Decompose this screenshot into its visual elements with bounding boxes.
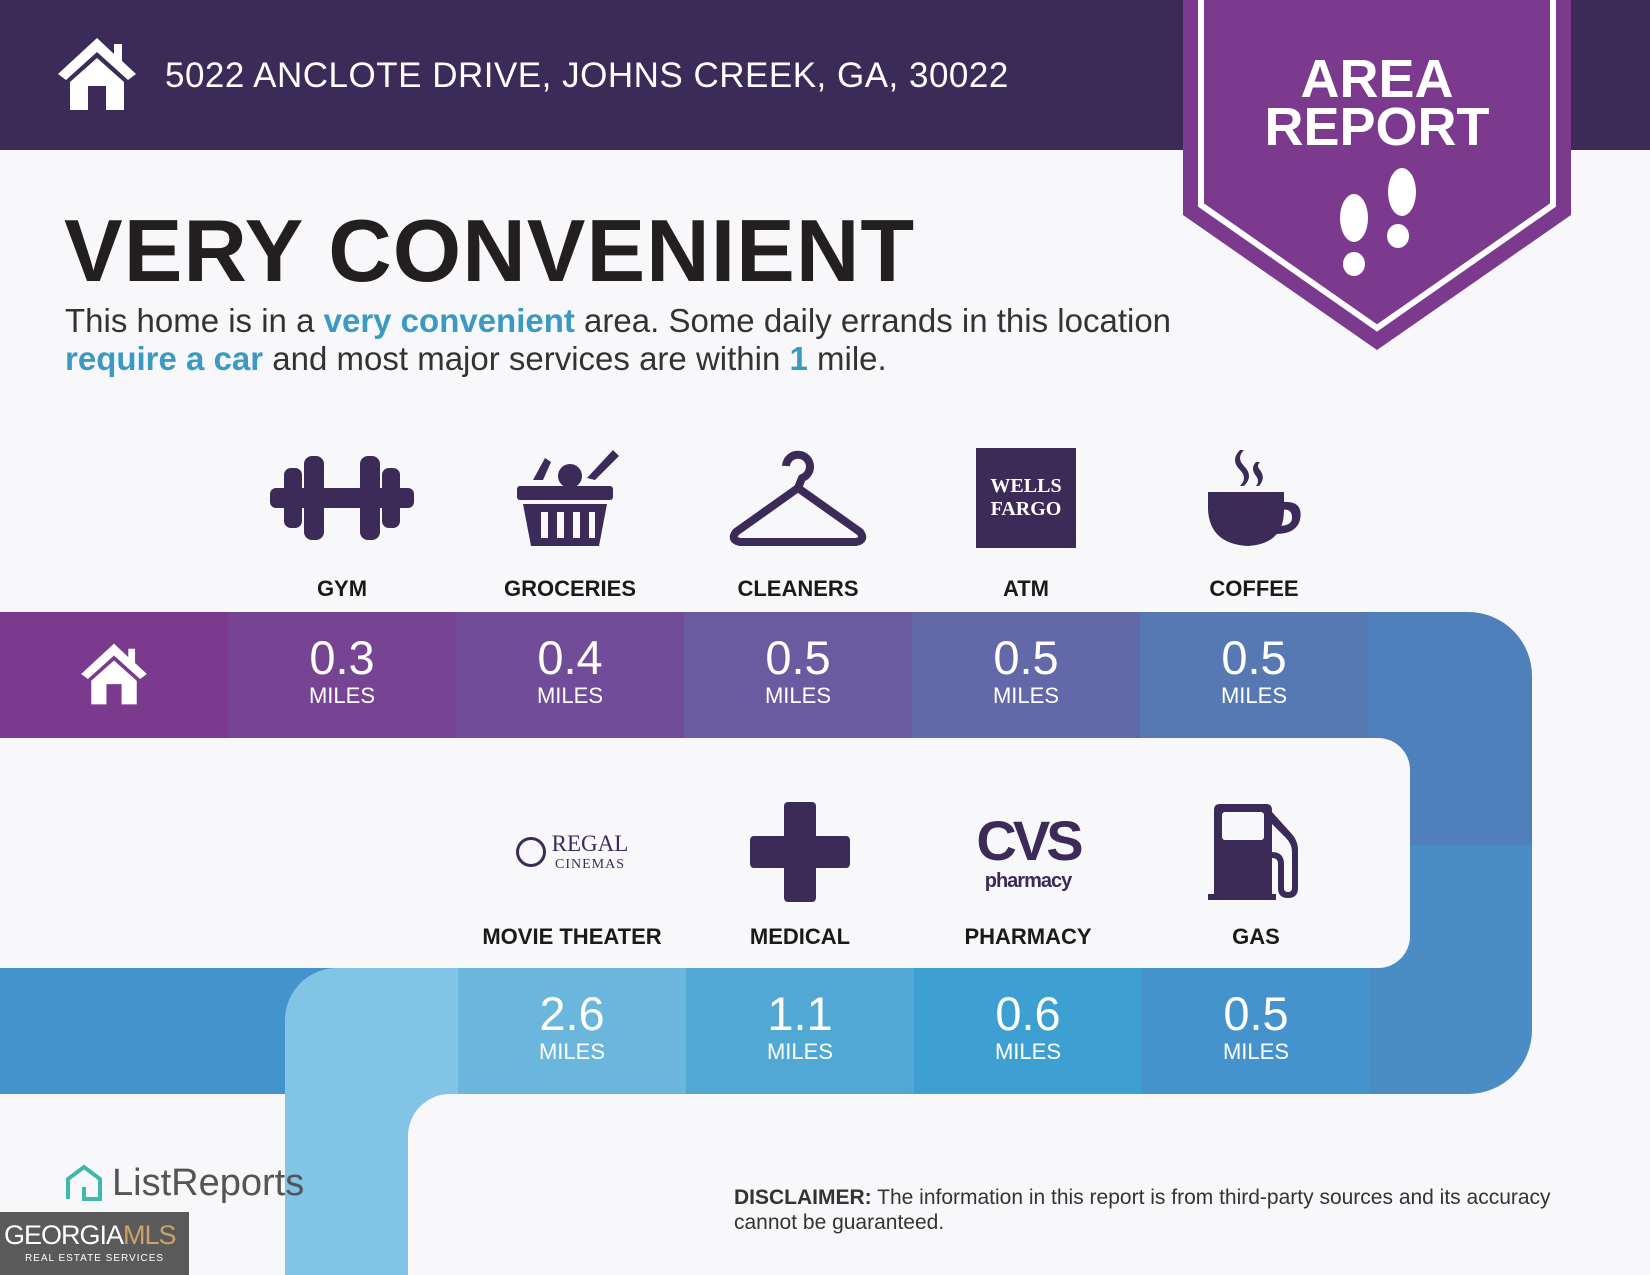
home-icon	[81, 643, 147, 705]
logo-text: CVS	[976, 809, 1083, 872]
gas-pump-icon	[1208, 804, 1298, 900]
gym-item: GYM	[228, 448, 456, 602]
distance-unit: MILES	[766, 1039, 834, 1064]
listreports-logo: ListReports	[64, 1160, 304, 1206]
cleaners-distance: 0.5 MILES	[684, 612, 912, 738]
summary-part: area. Some daily errands in this locatio…	[574, 302, 1172, 339]
pharmacy-distance: 0.6 MILES	[914, 968, 1142, 1094]
medical-distance: 1.1 MILES	[686, 968, 914, 1094]
listreports-text: ListReports	[112, 1162, 305, 1204]
movie-theater-item: REGAL CINEMAS MOVIE THEATER	[458, 802, 686, 950]
coffee-label: COFFEE	[1209, 576, 1299, 601]
disclaimer: DISCLAIMER: The information in this repo…	[734, 1185, 1594, 1235]
summary-highlight: require a car	[65, 340, 264, 377]
distance-value: 0.5	[1223, 987, 1289, 1040]
gas-distance: 0.5 MILES	[1142, 968, 1370, 1094]
listreports-house-icon	[66, 1164, 102, 1201]
route-right-curve	[1368, 612, 1532, 1094]
summary-highlight: 1	[789, 340, 808, 377]
distance-value: 1.1	[767, 987, 833, 1040]
logo-text: MLS	[123, 1220, 177, 1250]
logo-text: REGAL	[551, 830, 629, 856]
coffee-distance: 0.5 MILES	[1140, 612, 1368, 738]
summary-highlight: very convenient	[323, 302, 575, 339]
pharmacy-label: PHARMACY	[964, 924, 1092, 949]
gym-distance: 0.3 MILES	[228, 612, 456, 738]
atm-item: WELLS FARGO ATM	[912, 448, 1140, 602]
property-address: 5022 ANCLOTE DRIVE, JOHNS CREEK, GA, 300…	[165, 56, 1009, 95]
distance-unit: MILES	[536, 683, 604, 708]
logo-text: pharmacy	[984, 870, 1073, 892]
movie-theater-distance: 2.6 MILES	[458, 968, 686, 1094]
page-title: VERY CONVENIENT	[64, 201, 916, 300]
gym-label: GYM	[316, 576, 368, 601]
bottom-panel	[408, 1094, 1650, 1275]
cvs-pharmacy-logo: CVS pharmacy	[976, 809, 1083, 893]
medical-cross-icon	[750, 802, 850, 902]
route-start-cell	[0, 612, 228, 738]
banner-line-2: REPORT	[1264, 97, 1490, 157]
regal-cinemas-logo: REGAL CINEMAS	[515, 830, 629, 873]
distance-unit: MILES	[1220, 683, 1288, 708]
georgia-mls-logo: GEORGIAMLS REAL ESTATE SERVICES	[0, 1212, 189, 1275]
atm-label: ATM	[1002, 576, 1050, 601]
logo-text: CINEMAS	[554, 856, 625, 872]
disclaimer-text: The information in this report is from t…	[734, 1186, 1551, 1234]
distance-unit: MILES	[308, 683, 376, 708]
bottom-row-distances: 2.6 MILES 1.1 MILES 0.6 MILES 0.5 MILES	[458, 968, 1370, 1094]
summary-part: and most major services are within	[263, 340, 790, 377]
distance-value: 0.3	[309, 631, 375, 684]
wells-fargo-logo: WELLS FARGO	[976, 448, 1076, 548]
distance-unit: MILES	[538, 1039, 606, 1064]
distance-unit: MILES	[764, 683, 832, 708]
grocery-basket-icon	[517, 450, 619, 546]
coffee-cup-icon	[1208, 450, 1301, 546]
atm-distance: 0.5 MILES	[912, 612, 1140, 738]
distance-value: 0.5	[1221, 631, 1287, 684]
home-icon	[58, 38, 136, 110]
area-report-banner	[1183, 0, 1571, 350]
logo-text: GEORGIA	[4, 1220, 124, 1250]
distance-unit: MILES	[992, 683, 1060, 708]
top-row-distances: 0.3 MILES 0.4 MILES 0.5 MILES 0.5 MILES 0.5 M…	[228, 612, 1368, 738]
summary-part: mile.	[807, 340, 887, 377]
logo-text: FARGO	[990, 498, 1062, 520]
distance-unit: MILES	[1222, 1039, 1290, 1064]
distance-value: 0.6	[995, 987, 1061, 1040]
summary-text: This home is in a very convenient area. …	[65, 302, 1215, 378]
hanger-icon	[729, 450, 867, 546]
footprints-icon	[1340, 168, 1416, 276]
distance-unit: MILES	[994, 1039, 1062, 1064]
movie-theater-label: MOVIE THEATER	[482, 924, 662, 949]
top-row-icons: GYM GROCERIES CLEANERS WELLS FARGO ATM CO…	[228, 448, 1368, 602]
groceries-label: GROCERIES	[503, 576, 637, 601]
bottom-row-icons: REGAL CINEMAS MOVIE THEATER MEDICAL CVS ph…	[458, 802, 1370, 950]
distance-value: 0.5	[765, 631, 831, 684]
gas-item: GAS	[1142, 802, 1370, 950]
banner-line-1: AREA	[1300, 49, 1454, 109]
distance-value: 0.5	[993, 631, 1059, 684]
disclaimer-label: DISCLAIMER:	[734, 1186, 872, 1209]
coffee-item: COFFEE	[1140, 448, 1368, 602]
groceries-distance: 0.4 MILES	[456, 612, 684, 738]
summary-part: This home is in a	[65, 302, 324, 339]
cleaners-item: CLEANERS	[684, 448, 912, 602]
dumbbell-icon	[270, 456, 414, 540]
middle-panel	[0, 738, 1410, 968]
distance-value: 0.4	[537, 631, 603, 684]
pharmacy-item: CVS pharmacy PHARMACY	[914, 802, 1142, 950]
medical-item: MEDICAL	[686, 802, 914, 950]
cleaners-label: CLEANERS	[737, 576, 859, 601]
gas-label: GAS	[1232, 924, 1280, 949]
distance-value: 2.6	[539, 987, 605, 1040]
groceries-item: GROCERIES	[456, 448, 684, 602]
medical-label: MEDICAL	[749, 924, 851, 949]
logo-text: WELLS	[990, 475, 1062, 497]
logo-text: REAL ESTATE SERVICES	[24, 1253, 165, 1264]
